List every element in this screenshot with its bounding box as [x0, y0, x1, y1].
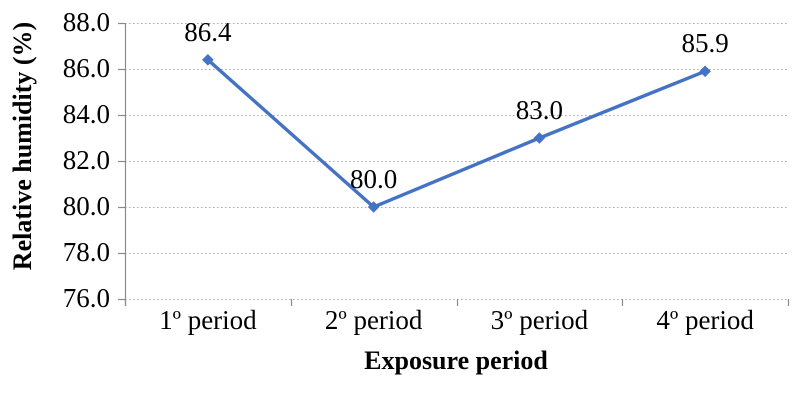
- data-point-marker: [367, 201, 380, 213]
- data-point-marker: [533, 132, 546, 144]
- y-tick-label: 78.0: [62, 237, 110, 267]
- data-label: 83.0: [515, 95, 563, 125]
- x-category-label: 2º period: [324, 305, 423, 335]
- x-category-label: 3º period: [490, 305, 589, 335]
- y-tick-label: 88.0: [62, 7, 110, 37]
- y-tick-label: 76.0: [62, 283, 110, 313]
- y-tick-label: 82.0: [62, 145, 110, 175]
- x-category-label: 4º period: [656, 305, 754, 335]
- data-label: 86.4: [184, 16, 232, 47]
- series-line: [206, 58, 707, 209]
- data-point-marker: [699, 65, 711, 78]
- data-label: 80.0: [350, 164, 398, 194]
- data-point-marker: [202, 54, 214, 66]
- x-axis-title: Exposure period: [364, 346, 548, 375]
- y-tick-label: 84.0: [62, 99, 110, 129]
- y-tick-label: 86.0: [62, 53, 110, 83]
- y-tick-label: 80.0: [62, 191, 110, 221]
- x-category-label: 1º period: [159, 305, 257, 335]
- data-label: 85.9: [681, 28, 729, 59]
